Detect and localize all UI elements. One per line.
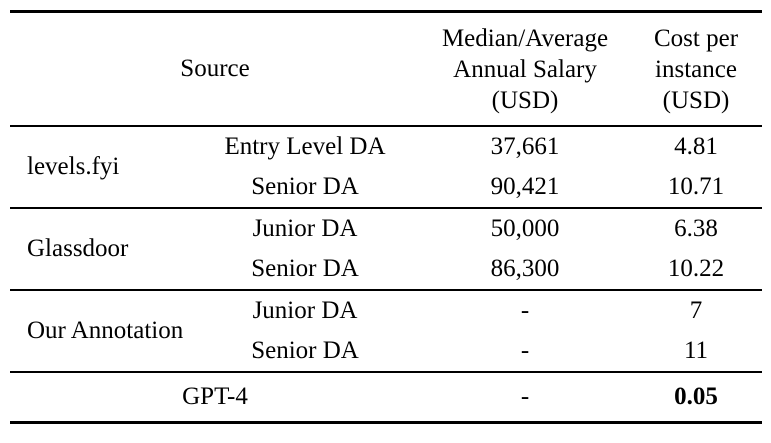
- header-salary-line-3: (USD): [491, 86, 559, 114]
- role-cell: Senior DA: [251, 337, 359, 364]
- source-cell: Glassdoor: [27, 235, 129, 262]
- salary-cell: 50,000: [490, 215, 560, 242]
- header-cost: Cost per instance (USD): [630, 12, 762, 127]
- cost-cell: 10.71: [667, 173, 725, 200]
- cost-cell: 7: [689, 297, 703, 324]
- table-row: Senior DA - 11: [10, 331, 762, 372]
- table-row: levels.fyi Entry Level DA 37,661 4.81: [10, 126, 762, 180]
- cost-cell: 10.22: [667, 255, 725, 282]
- table-row: Senior DA 90,421 10.71: [10, 167, 762, 208]
- header-cost-line-2: instance: [655, 55, 737, 83]
- table-row: Senior DA 86,300 10.22: [10, 249, 762, 290]
- cost-cell: 4.81: [674, 133, 718, 160]
- gpt4-label-cell: GPT-4: [182, 383, 248, 410]
- header-salary-line-2: Annual Salary: [453, 55, 597, 83]
- role-cell: Junior DA: [252, 215, 358, 242]
- cost-cell: 11: [683, 337, 709, 364]
- cost-cell: 6.38: [674, 215, 718, 242]
- table-row: Our Annotation Junior DA - 7: [10, 290, 762, 344]
- group-glassdoor: Glassdoor Junior DA 50,000 6.38 Senior D…: [10, 208, 763, 290]
- table-row: Glassdoor Junior DA 50,000 6.38: [10, 208, 762, 262]
- table-header: Source Median/Average Annual Salary (USD…: [10, 12, 763, 127]
- role-cell: Junior DA: [252, 297, 358, 324]
- header-salary: Median/Average Annual Salary (USD): [420, 12, 630, 127]
- role-cell: Entry Level DA: [224, 133, 386, 160]
- role-cell: Senior DA: [251, 173, 359, 200]
- salary-cell: 86,300: [490, 255, 560, 282]
- salary-cell: 90,421: [490, 173, 560, 200]
- gpt4-salary-cell: -: [520, 383, 530, 410]
- group-our-annotation: Our Annotation Junior DA - 7 Senior DA -…: [10, 290, 763, 372]
- annotation-cost-table: Source Median/Average Annual Salary (USD…: [10, 10, 763, 424]
- header-row: Source Median/Average Annual Salary (USD…: [10, 12, 762, 127]
- header-cost-line-1: Cost per: [654, 24, 739, 52]
- footer-group: GPT-4 - 0.05: [10, 372, 762, 423]
- source-cell: Our Annotation: [27, 317, 184, 344]
- role-cell: Senior DA: [251, 255, 359, 282]
- salary-cell: -: [520, 337, 530, 364]
- header-salary-line-1: Median/Average: [441, 24, 609, 52]
- source-cell: levels.fyi: [27, 153, 120, 180]
- salary-cell: -: [520, 297, 530, 324]
- header-cost-line-3: (USD): [662, 86, 730, 114]
- gpt4-row: GPT-4 - 0.05: [10, 372, 762, 423]
- header-source: Source: [180, 55, 250, 82]
- salary-cell: 37,661: [490, 133, 560, 160]
- gpt4-cost-cell: 0.05: [674, 383, 718, 410]
- group-levels-fyi: levels.fyi Entry Level DA 37,661 4.81 Se…: [10, 126, 763, 208]
